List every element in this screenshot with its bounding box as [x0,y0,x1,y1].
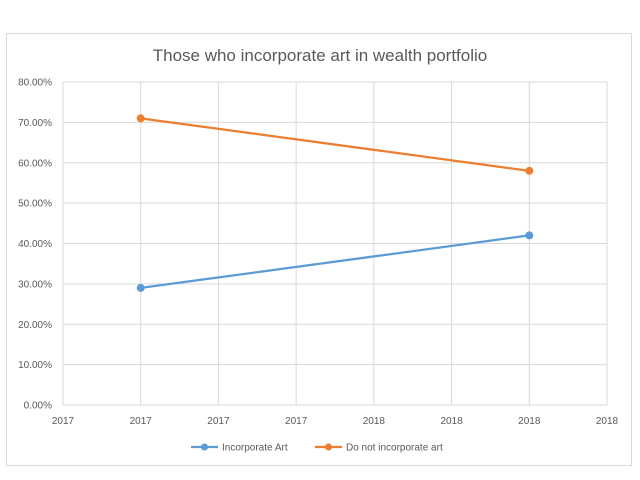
y-tick-label: 80.00% [18,78,52,89]
y-tick-label: 10.00% [18,360,52,371]
chart-title: Those who incorporate art in wealth port… [153,46,488,65]
legend-marker [201,443,208,451]
data-point [136,283,145,292]
x-tick-label: 2018 [440,416,463,427]
y-tick-label: 70.00% [18,118,52,129]
x-tick-label: 2018 [518,416,541,427]
legend: Incorporate Art Do not incorporate art [191,443,443,454]
data-point [136,114,145,123]
data-point [525,166,534,175]
gridlines [62,81,608,405]
series-group [136,114,534,292]
chart-frame [6,33,632,466]
x-tick-label: 2017 [52,416,75,427]
x-tick-label: 2017 [207,416,230,427]
data-point [525,231,534,240]
x-tick-label: 2017 [130,416,153,427]
legend-item: Incorporate Art [191,443,288,454]
legend-item: Do not incorporate art [315,443,443,454]
y-tick-label: 60.00% [18,158,52,169]
y-tick-label: 50.00% [18,199,52,210]
x-tick-label: 2017 [285,416,308,427]
series-line [140,117,530,172]
y-tick-label: 30.00% [18,279,52,290]
x-tick-label: 2018 [596,416,619,427]
y-tick-label: 20.00% [18,320,52,331]
legend-label: Do not incorporate art [346,443,443,454]
y-axis-ticks: 0.00% 10.00% 20.00% 30.00% 40.00% 50.00% 60.00… [18,78,52,412]
series-line [140,234,530,290]
x-tick-label: 2018 [363,416,386,427]
y-tick-label: 40.00% [18,239,52,250]
legend-label: Incorporate Art [222,443,288,454]
x-axis-ticks: 2017 2017 2017 2017 2018 2018 2018 2018 [52,416,619,427]
y-tick-label: 0.00% [24,401,52,412]
legend-marker [325,443,332,451]
